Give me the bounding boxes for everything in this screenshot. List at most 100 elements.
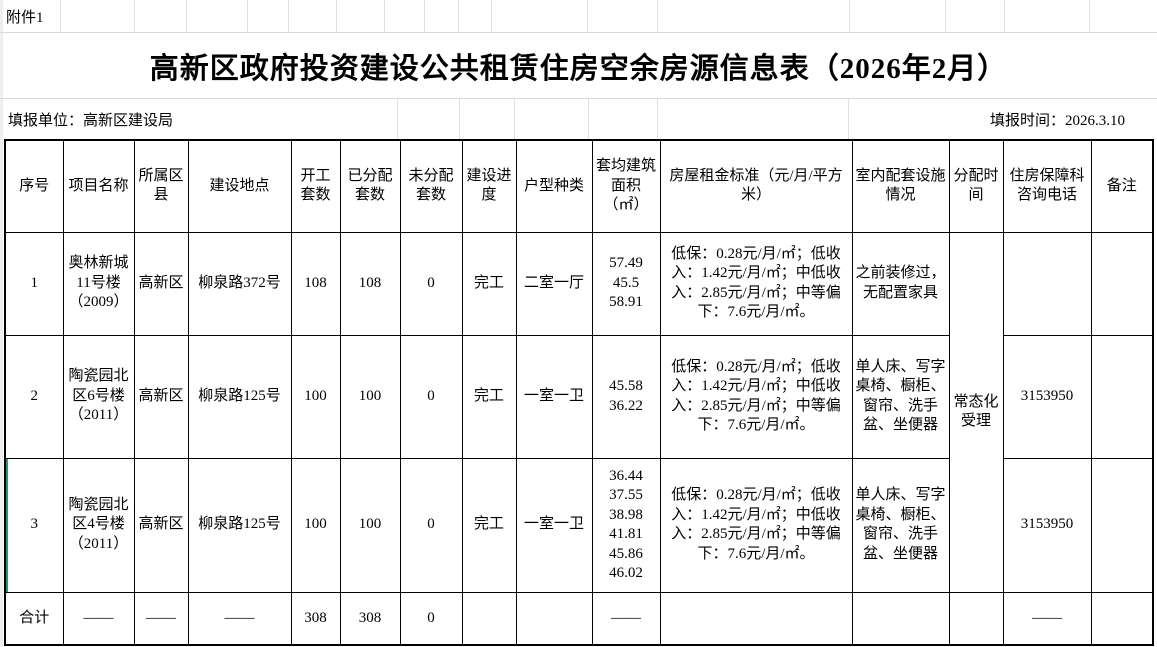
gridline xyxy=(247,0,248,32)
gridline xyxy=(588,99,589,139)
cell-total-project[interactable]: —— xyxy=(62,591,135,646)
cell-total-amenities[interactable] xyxy=(851,591,950,646)
cell-total-allocated[interactable]: 308 xyxy=(339,591,401,646)
header-address[interactable]: 建设地点 xyxy=(187,139,292,233)
cell-r1-avg-area[interactable]: 57.49 45.5 58.91 xyxy=(591,231,661,336)
cell-r3-rent[interactable]: 低保：0.28元/月/㎡；低收入：1.42元/月/㎡；中低收入：2.85元/月/… xyxy=(659,457,853,593)
cell-total-rent[interactable] xyxy=(659,591,853,646)
cell-r1-unit-type[interactable]: 二室一厅 xyxy=(515,231,593,336)
cell-r3-seq-value: 3 xyxy=(30,516,39,533)
cell-r1-district[interactable]: 高新区 xyxy=(133,231,189,336)
header-seq[interactable]: 序号 xyxy=(4,139,64,233)
cell-r2-avg-area[interactable]: 45.58 36.22 xyxy=(591,334,661,459)
header-progress[interactable]: 建设进度 xyxy=(461,139,517,233)
cell-r2-unallocated[interactable]: 0 xyxy=(399,334,463,459)
cell-r3-project[interactable]: 陶瓷园北区4号楼（2011） xyxy=(62,457,135,593)
cell-r1-seq[interactable]: 1 xyxy=(4,231,64,336)
page-title[interactable]: 高新区政府投资建设公共租赁住房空余房源信息表（2026年2月） xyxy=(149,52,1008,85)
header-unallocated-units[interactable]: 未分配套数 xyxy=(399,139,463,233)
cell-r1-unallocated[interactable]: 0 xyxy=(399,231,463,336)
cell-r1-rent[interactable]: 低保：0.28元/月/㎡；低收入：1.42元/月/㎡；中低收入：2.85元/月/… xyxy=(659,231,853,336)
cell-r2-started[interactable]: 100 xyxy=(290,334,341,459)
cell-r2-address[interactable]: 柳泉路125号 xyxy=(187,334,292,459)
gridline xyxy=(458,0,459,32)
header-started-units[interactable]: 开工套数 xyxy=(290,139,341,233)
cell-r1-address[interactable]: 柳泉路372号 xyxy=(187,231,292,336)
table-row: 3 陶瓷园北区4号楼（2011） 高新区 柳泉路125号 100 100 0 完… xyxy=(4,457,1154,593)
cell-r3-avg-area[interactable]: 36.44 37.55 38.98 41.81 45.86 46.02 xyxy=(591,457,661,593)
header-row: 序号 项目名称 所属区县 建设地点 开工套数 已分配套数 未分配套数 建设进度 … xyxy=(4,139,1154,233)
cell-r3-address[interactable]: 柳泉路125号 xyxy=(187,457,292,593)
cell-r2-allocated[interactable]: 100 xyxy=(339,334,401,459)
cell-total-remark[interactable] xyxy=(1090,591,1154,646)
cell-total-unit-type[interactable] xyxy=(515,591,593,646)
cell-r2-amenities[interactable]: 单人床、写字桌椅、橱柜、窗帘、洗手盆、坐便器 xyxy=(851,334,950,459)
table-row: 1 奥林新城11号楼（2009） 高新区 柳泉路372号 108 108 0 完… xyxy=(4,231,1154,593)
cell-total-phone[interactable]: —— xyxy=(1002,591,1092,646)
header-rent-standard[interactable]: 房屋租金标准（元/月/平方米） xyxy=(659,139,853,233)
header-allocation-time[interactable]: 分配时间 xyxy=(948,139,1004,233)
cell-r1-allocated[interactable]: 108 xyxy=(339,231,401,336)
cell-total-started[interactable]: 308 xyxy=(290,591,341,646)
header-avg-area[interactable]: 套均建筑面积（㎡） xyxy=(591,139,661,233)
cell-r2-rent[interactable]: 低保：0.28元/月/㎡；低收入：1.42元/月/㎡；中低收入：2.85元/月/… xyxy=(659,334,853,459)
header-project[interactable]: 项目名称 xyxy=(62,139,135,233)
cell-total-avg-area[interactable]: —— xyxy=(591,591,661,646)
title-row: 高新区政府投资建设公共租赁住房空余房源信息表（2026年2月） xyxy=(0,33,1157,99)
cell-total-unallocated[interactable]: 0 xyxy=(399,591,463,646)
selection-marker xyxy=(6,459,8,591)
header-district[interactable]: 所属区县 xyxy=(133,139,189,233)
gridline xyxy=(587,0,588,32)
gridline xyxy=(1089,0,1090,32)
cell-r3-allocated[interactable]: 100 xyxy=(339,457,401,593)
gridline xyxy=(945,0,946,32)
header-remark[interactable]: 备注 xyxy=(1090,139,1154,233)
cell-r3-phone[interactable]: 3153950 xyxy=(1002,457,1092,593)
header-phone[interactable]: 住房保障科咨询电话 xyxy=(1002,139,1092,233)
gridline xyxy=(186,0,187,32)
cell-r3-remark[interactable] xyxy=(1090,457,1154,593)
cell-r3-district[interactable]: 高新区 xyxy=(133,457,189,593)
cell-r1-started[interactable]: 108 xyxy=(290,231,341,336)
cell-total-allocation-time[interactable] xyxy=(948,591,1004,646)
cell-r2-phone[interactable]: 3153950 xyxy=(1002,334,1092,459)
cell-r1-remark[interactable] xyxy=(1090,231,1154,336)
reporting-unit[interactable]: 填报单位：高新区建设局 xyxy=(8,112,174,129)
cell-r3-started[interactable]: 100 xyxy=(290,457,341,593)
header-allocated-units[interactable]: 已分配套数 xyxy=(339,139,401,233)
cell-r1-amenities[interactable]: 之前装修过，无配置家具 xyxy=(851,231,950,336)
gridline xyxy=(459,99,460,139)
gridline xyxy=(848,99,849,139)
cell-allocation-time-merged[interactable]: 常态化受理 xyxy=(948,231,1004,593)
housing-table: 序号 项目名称 所属区县 建设地点 开工套数 已分配套数 未分配套数 建设进度 … xyxy=(4,139,1154,646)
cell-r2-remark[interactable] xyxy=(1090,334,1154,459)
gridline xyxy=(397,99,398,139)
cell-total-district[interactable]: —— xyxy=(133,591,189,646)
cell-r3-progress[interactable]: 完工 xyxy=(461,457,517,593)
cell-r2-seq[interactable]: 2 xyxy=(4,334,64,459)
table-row: 2 陶瓷园北区6号楼（2011） 高新区 柳泉路125号 100 100 0 完… xyxy=(4,334,1154,459)
cell-r3-unit-type[interactable]: 一室一卫 xyxy=(515,457,593,593)
cell-total-address[interactable]: —— xyxy=(187,591,292,646)
cell-r3-amenities[interactable]: 单人床、写字桌椅、橱柜、窗帘、洗手盆、坐便器 xyxy=(851,457,950,593)
cell-r3-unallocated[interactable]: 0 xyxy=(399,457,463,593)
gridline xyxy=(657,0,658,32)
cell-total-seq[interactable]: 合计 xyxy=(4,591,64,646)
reporting-time[interactable]: 填报时间：2026.3.10 xyxy=(989,112,1125,129)
cell-r2-project[interactable]: 陶瓷园北区6号楼（2011） xyxy=(62,334,135,459)
cell-r3-seq[interactable]: 3 xyxy=(4,457,64,593)
gridline xyxy=(134,0,135,32)
header-unit-type[interactable]: 户型种类 xyxy=(515,139,593,233)
cell-r1-project[interactable]: 奥林新城11号楼（2009） xyxy=(62,231,135,336)
cell-r1-phone[interactable] xyxy=(1002,231,1092,336)
cell-r2-progress[interactable]: 完工 xyxy=(461,334,517,459)
cell-total-progress[interactable] xyxy=(461,591,517,646)
cell-r2-district[interactable]: 高新区 xyxy=(133,334,189,459)
attachment-label[interactable]: 附件1 xyxy=(6,10,44,26)
gridline xyxy=(657,99,658,139)
cell-r1-progress[interactable]: 完工 xyxy=(461,231,517,336)
cell-r2-unit-type[interactable]: 一室一卫 xyxy=(515,334,593,459)
gridline xyxy=(491,0,492,32)
header-amenities[interactable]: 室内配套设施情况 xyxy=(851,139,950,233)
